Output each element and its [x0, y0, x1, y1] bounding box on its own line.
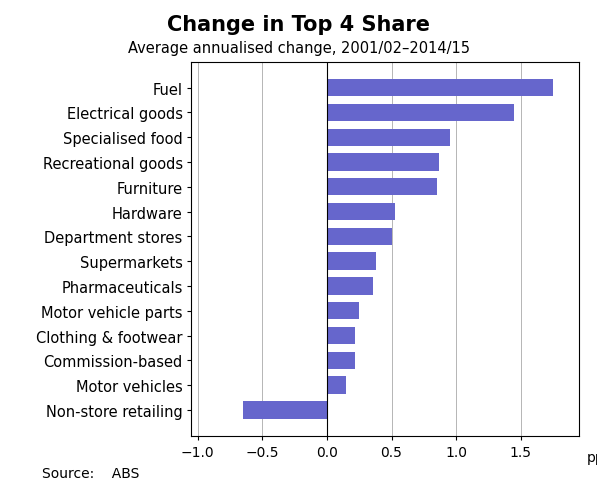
- Bar: [327, 129, 450, 147]
- Bar: [327, 80, 553, 97]
- Bar: [243, 401, 327, 419]
- Bar: [327, 253, 376, 270]
- Bar: [327, 352, 355, 369]
- Text: ppt: ppt: [587, 451, 597, 465]
- Text: Change in Top 4 Share: Change in Top 4 Share: [167, 15, 430, 34]
- Text: Source:    ABS: Source: ABS: [42, 466, 139, 480]
- Bar: [327, 105, 515, 122]
- Bar: [327, 154, 439, 171]
- Bar: [327, 228, 392, 245]
- Bar: [327, 278, 374, 295]
- Bar: [327, 179, 437, 196]
- Text: Average annualised change, 2001/02–2014/15: Average annualised change, 2001/02–2014/…: [128, 41, 469, 56]
- Bar: [327, 302, 359, 320]
- Bar: [327, 203, 395, 221]
- Bar: [327, 377, 346, 394]
- Bar: [327, 327, 355, 345]
